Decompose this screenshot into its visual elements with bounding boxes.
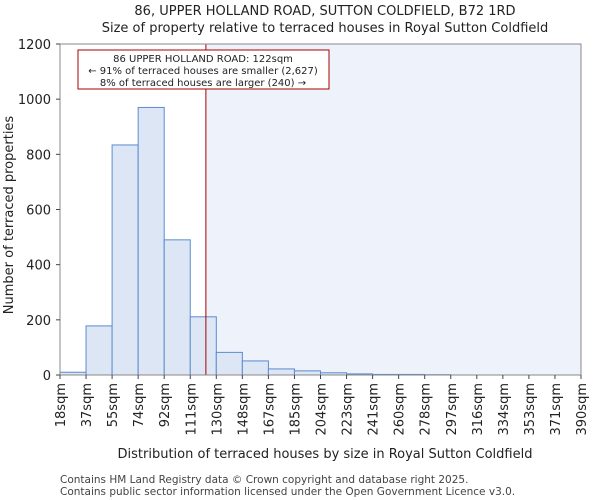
x-tick-label: 148sqm <box>236 383 251 436</box>
y-axis: 0 200 400 600 800 1000 1200 <box>18 38 60 384</box>
bar-185sqm <box>293 370 322 376</box>
x-tick-label: 74sqm <box>132 383 147 427</box>
x-axis-label: Distribution of terraced houses by size … <box>118 447 533 462</box>
bar-74sqm <box>137 106 165 376</box>
annotation-line-2: ← 91% of terraced houses are smaller (2,… <box>88 66 318 77</box>
x-axis: 18sqm 37sqm 55sqm 74sqm 92sqm 111sqm 130sqm 148… <box>54 375 590 436</box>
x-tick-label: 223sqm <box>341 383 356 436</box>
bar-130sqm <box>215 351 243 376</box>
x-tick-label: 297sqm <box>445 383 460 436</box>
footer-line-1: Contains HM Land Registry data © Crown c… <box>60 474 468 486</box>
bar-111sqm <box>189 316 217 376</box>
bars-group <box>59 106 452 376</box>
y-tick-label: 0 <box>43 369 51 384</box>
x-tick-label: 371sqm <box>549 383 564 436</box>
x-tick-label: 241sqm <box>367 383 382 436</box>
bar-148sqm <box>241 360 269 376</box>
x-tick-label: 334sqm <box>497 383 512 436</box>
annotation-border <box>77 49 330 90</box>
x-tick-label: 55sqm <box>106 383 121 427</box>
x-tick-label: 185sqm <box>288 383 303 436</box>
y-tick-label: 600 <box>26 204 51 219</box>
smaller-region-highlight <box>205 44 581 375</box>
y-tick-label: 1200 <box>18 38 51 53</box>
chart-subtitle: Size of property relative to terraced ho… <box>102 21 549 36</box>
y-tick-label: 800 <box>26 148 51 163</box>
x-tick-label: 92sqm <box>158 383 173 427</box>
x-tick-label: 260sqm <box>393 383 408 436</box>
x-tick-label: 37sqm <box>80 383 95 427</box>
chart-title: 86, UPPER HOLLAND ROAD, SUTTON COLDFIELD… <box>134 4 515 19</box>
bar-37sqm <box>85 325 113 376</box>
bar-167sqm <box>267 368 295 376</box>
bar-55sqm <box>111 144 139 376</box>
x-tick-label: 278sqm <box>419 383 434 436</box>
y-tick-label: 400 <box>26 259 51 274</box>
x-tick-label: 353sqm <box>523 383 538 436</box>
x-tick-label: 111sqm <box>184 383 199 436</box>
annotation-box: 86 UPPER HOLLAND ROAD: 122sqm ← 91% of t… <box>77 49 330 90</box>
x-tick-label: 167sqm <box>262 383 277 436</box>
bar-92sqm <box>163 239 191 376</box>
footer-line-2: Contains public sector information licen… <box>60 486 515 498</box>
x-tick-label: 18sqm <box>54 383 69 427</box>
x-tick-label: 390sqm <box>575 383 590 436</box>
annotation-line-1: 86 UPPER HOLLAND ROAD: 122sqm <box>113 54 293 65</box>
x-tick-label: 130sqm <box>210 383 225 436</box>
y-tick-label: 1000 <box>18 93 51 108</box>
y-axis-label: Number of terraced properties <box>2 116 17 315</box>
x-tick-label: 316sqm <box>471 383 486 436</box>
x-tick-label: 204sqm <box>315 383 330 436</box>
annotation-line-3: 8% of terraced houses are larger (240) → <box>100 78 306 89</box>
y-tick-label: 200 <box>26 314 51 329</box>
